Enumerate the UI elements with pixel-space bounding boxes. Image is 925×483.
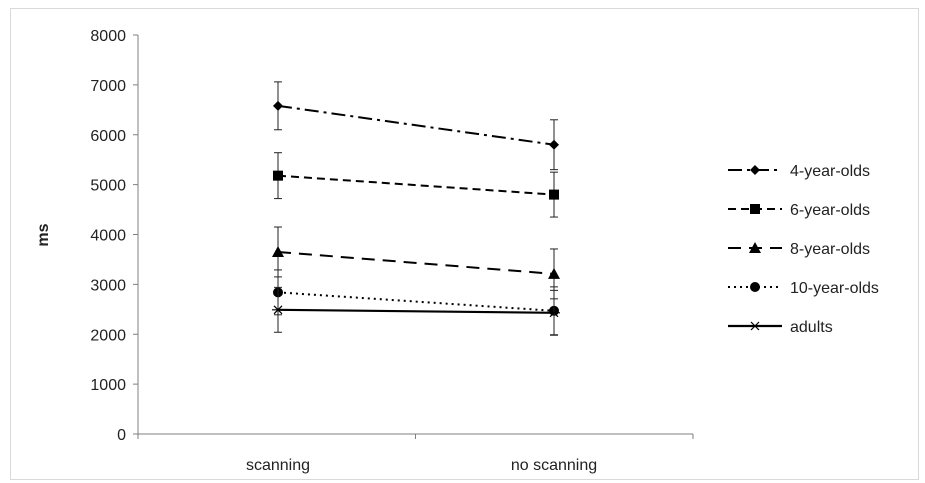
y-tick-labels: 0 1000 2000 3000 4000 5000 6000 7000 8000 xyxy=(90,28,126,444)
data-point xyxy=(273,100,283,111)
data-point xyxy=(272,245,284,257)
data-point xyxy=(548,267,560,279)
series-line xyxy=(277,174,555,196)
y-tick-label: 0 xyxy=(117,427,126,444)
legend-label: 8-year-olds xyxy=(790,241,870,258)
data-point xyxy=(272,305,284,315)
series-adults xyxy=(272,286,560,336)
legend-label: 10-year-olds xyxy=(790,280,879,297)
data-point xyxy=(273,170,283,181)
series-line xyxy=(277,104,555,146)
series-line xyxy=(277,291,555,312)
legend: 4-year-olds 6-year-olds 8-year-olds 10-year… xyxy=(728,163,879,336)
legend-item-10-year-olds: 10-year-olds xyxy=(728,280,879,297)
legend-label: 6-year-olds xyxy=(790,202,870,219)
y-axis-title: ms xyxy=(35,223,52,246)
x-tick-labels: scanning no scanning xyxy=(246,457,597,474)
data-point xyxy=(549,189,559,200)
legend-label: 4-year-olds xyxy=(790,163,870,180)
data-point xyxy=(548,308,560,318)
series-line xyxy=(277,250,555,275)
legend-item-4-year-olds: 4-year-olds xyxy=(728,163,870,180)
y-tick-label: 6000 xyxy=(90,128,126,145)
legend-marker xyxy=(750,204,760,214)
legend-item-adults: adults xyxy=(728,319,833,336)
legend-marker xyxy=(750,165,760,175)
y-tick-label: 8000 xyxy=(90,28,126,45)
data-point xyxy=(549,139,559,150)
x-tick-label: no scanning xyxy=(511,457,597,474)
legend-marker xyxy=(749,321,761,331)
chart-frame xyxy=(10,8,919,480)
series-8-year-olds xyxy=(272,226,560,300)
y-tick-label: 2000 xyxy=(90,327,126,344)
legend-item-8-year-olds: 8-year-olds xyxy=(728,241,870,258)
axes xyxy=(133,34,694,439)
y-tick-label: 1000 xyxy=(90,377,126,394)
legend-marker xyxy=(750,282,760,292)
y-tick-label: 4000 xyxy=(90,228,126,245)
legend-item-6-year-olds: 6-year-olds xyxy=(728,202,870,219)
series-10-year-olds xyxy=(273,269,559,336)
y-tick-label: 3000 xyxy=(90,277,126,294)
y-tick-label: 7000 xyxy=(90,78,126,95)
x-tick-label: scanning xyxy=(246,457,310,474)
legend-marker xyxy=(749,242,761,253)
y-tick-label: 5000 xyxy=(90,178,126,195)
series-6-year-olds xyxy=(273,152,559,218)
series-4-year-olds xyxy=(273,81,559,171)
series-group xyxy=(272,81,560,336)
legend-label: adults xyxy=(790,319,833,336)
series-line xyxy=(277,308,555,314)
